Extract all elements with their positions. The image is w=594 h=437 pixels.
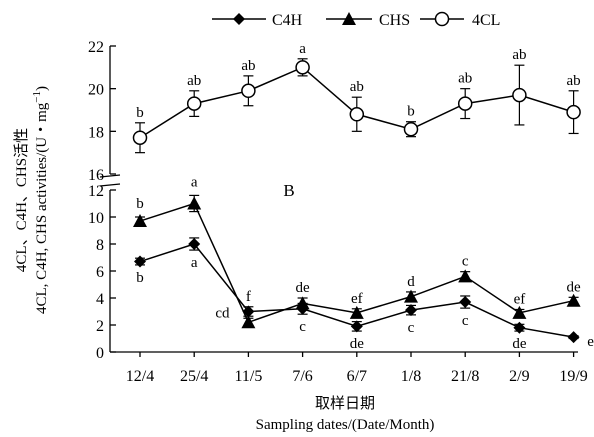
- point-c4h-6: [459, 296, 472, 309]
- letter-c4h-1: a: [191, 255, 198, 271]
- letter-c4h-4: de: [350, 336, 365, 352]
- letter-c4h-2: cd: [215, 306, 230, 322]
- legend-marker-c4h: [233, 13, 245, 25]
- point-c4h-7: [513, 321, 526, 334]
- point-chs-3: [295, 296, 310, 310]
- point-chs-2: [241, 315, 256, 329]
- significance-letters: b ab ab a ab b ab ab ab b a f de ef d c ef de b a cd c de c c de e: [136, 41, 594, 352]
- x-ticks: 12/4 25/4 11/5 7/6 6/7 1/8 21/8 2/9 19/9: [126, 352, 588, 385]
- axis-break-mark-2: [99, 183, 121, 187]
- point-chs-6: [458, 269, 473, 283]
- x-tick-label-1/8: 1/8: [401, 368, 421, 385]
- letter-4cl-0: b: [136, 105, 144, 121]
- letter-4cl-3: a: [299, 41, 306, 57]
- y-tick-label-lower-12: 12: [88, 183, 104, 200]
- series-4cl: [132, 58, 581, 154]
- letter-c4h-6: c: [462, 313, 469, 329]
- point-chs-5: [404, 289, 418, 303]
- y-axis-title-en-main: 4CL, C4H, CHS activities/(U・mg: [34, 102, 50, 314]
- y-axis-title-en-close: ): [34, 86, 50, 91]
- x-tick-label-6/7: 6/7: [347, 368, 367, 385]
- letter-chs-0: b: [136, 196, 144, 212]
- letter-4cl-5: b: [407, 104, 415, 120]
- point-4cl-5: [403, 121, 419, 137]
- letter-chs-5: d: [407, 274, 415, 290]
- point-c4h-5: [405, 304, 417, 317]
- letter-chs-3: de: [296, 280, 311, 296]
- series-chs: [133, 194, 581, 329]
- letter-4cl-8: ab: [567, 73, 581, 89]
- axes: 16 18 20 22 0 2 4 6 8 10 12 12/4 25/4 11/5 7/6 6/7 1/8…: [88, 39, 588, 385]
- letter-c4h-5: c: [408, 320, 415, 336]
- x-tick-label-19/9: 19/9: [559, 368, 587, 385]
- y-tick-label-lower-4: 4: [96, 291, 104, 308]
- y-tick-label-upper-16: 16: [88, 167, 104, 184]
- letter-4cl-1: ab: [187, 73, 201, 89]
- point-4cl-6: [457, 96, 473, 111]
- point-4cl-7: [512, 87, 527, 103]
- x-tick-label-12/4: 12/4: [126, 368, 154, 385]
- letter-chs-7: ef: [514, 291, 526, 307]
- series-layer: b ab ab a ab b ab ab ab b a f de ef d c ef de b a cd c de c c de e: [132, 41, 594, 352]
- point-chs-1: [187, 196, 202, 210]
- y-ticks-upper: 16 18 20 22: [88, 39, 116, 184]
- point-c4h-1: [188, 238, 201, 250]
- point-4cl-1: [186, 96, 202, 111]
- point-4cl-2: [241, 83, 256, 99]
- point-chs-4: [349, 305, 364, 319]
- y-axis-title-en: 4CL, C4H, CHS activities/(U・mg−1): [31, 86, 50, 314]
- point-4cl-3: [295, 60, 310, 75]
- y-tick-label-lower-6: 6: [96, 264, 104, 281]
- legend: C4H CHS 4CL: [212, 11, 500, 29]
- x-tick-label-7/6: 7/6: [292, 368, 312, 385]
- letter-chs-1: a: [191, 174, 198, 190]
- x-axis-title-en: Sampling dates/(Date/Month): [256, 417, 435, 433]
- letter-chs-8: de: [567, 279, 582, 295]
- y-tick-label-lower-10: 10: [88, 210, 104, 227]
- point-c4h-4: [350, 320, 363, 333]
- y-tick-label-upper-22: 22: [88, 39, 104, 56]
- point-c4h-8: [567, 331, 580, 344]
- legend-label-c4h: C4H: [272, 12, 303, 29]
- letter-chs-2: f: [246, 289, 251, 305]
- point-chs-0: [133, 214, 147, 228]
- letter-c4h-7: de: [512, 336, 527, 352]
- y-tick-label-lower-8: 8: [96, 237, 104, 254]
- x-tick-label-2/9: 2/9: [509, 368, 529, 385]
- legend-label-chs: CHS: [379, 12, 410, 29]
- letter-chs-6: c: [462, 254, 469, 270]
- x-tick-label-11/5: 11/5: [234, 368, 262, 385]
- y-tick-label-lower-2: 2: [96, 318, 104, 335]
- point-4cl-0: [132, 130, 148, 145]
- x-axis-title-cn: 取样日期: [315, 395, 375, 412]
- legend-marker-4cl: [434, 11, 450, 27]
- x-tick-label-21/8: 21/8: [451, 368, 479, 385]
- series-c4h: [134, 237, 580, 344]
- letter-4cl-6: ab: [458, 71, 472, 87]
- letter-chs-4: ef: [351, 291, 363, 307]
- axis-break-mark-1: [99, 174, 121, 178]
- point-chs-8: [566, 293, 581, 307]
- y-axis-title-cn: 4CL、C4H、CHS活性: [13, 128, 30, 272]
- y-tick-label-lower-0: 0: [96, 345, 104, 362]
- y-axis-title-en-sup: −1: [31, 91, 43, 103]
- letter-c4h-0: b: [136, 270, 144, 286]
- point-4cl-8: [566, 104, 581, 120]
- point-chs-7: [512, 305, 527, 319]
- y-ticks-lower: 0 2 4 6 8 10 12: [88, 183, 116, 362]
- letter-4cl-7: ab: [512, 47, 526, 63]
- x-tick-label-25/4: 25/4: [180, 368, 208, 385]
- panel-label: B: [283, 181, 294, 200]
- legend-label-4cl: 4CL: [472, 12, 500, 29]
- point-4cl-4: [349, 107, 365, 122]
- letter-4cl-2: ab: [241, 58, 255, 74]
- legend-marker-chs: [342, 12, 356, 25]
- y-tick-label-upper-20: 20: [88, 82, 104, 99]
- letter-c4h-3: c: [299, 319, 306, 335]
- letter-c4h-8: e: [587, 334, 594, 350]
- y-tick-label-upper-18: 18: [88, 124, 104, 141]
- letter-4cl-4: ab: [350, 79, 364, 95]
- point-c4h-0: [134, 255, 146, 268]
